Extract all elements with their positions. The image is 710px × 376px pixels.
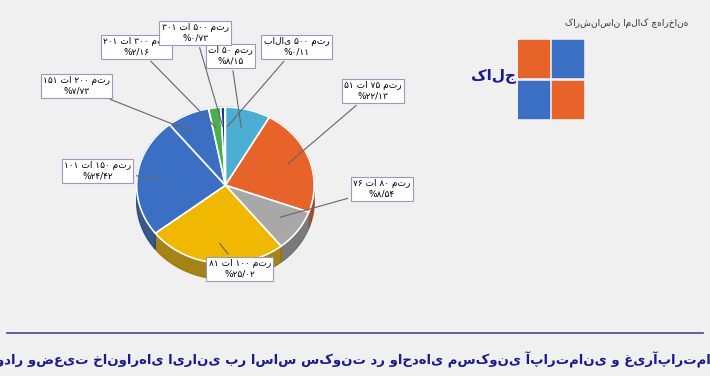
Bar <box>518 81 549 118</box>
Text: ۲۰۱ تا ۳۰۰ متر
%۲/۱۶: ۲۰۱ تا ۳۰۰ متر %۲/۱۶ <box>103 37 216 127</box>
Polygon shape <box>155 233 281 279</box>
Text: تا ۵۰ متر
%۸/۱۵: تا ۵۰ متر %۸/۱۵ <box>208 46 253 128</box>
Polygon shape <box>225 107 269 185</box>
Polygon shape <box>269 117 315 228</box>
Text: بالای ۵۰۰ متر
%۰/۱۱: بالای ۵۰۰ متر %۰/۱۱ <box>227 37 329 127</box>
Polygon shape <box>136 124 170 249</box>
Bar <box>552 40 583 77</box>
Text: ۸۱ تا ۱۰۰ متر
%۲۵/۰۲: ۸۱ تا ۱۰۰ متر %۲۵/۰۲ <box>209 243 271 279</box>
Bar <box>518 40 549 77</box>
Polygon shape <box>221 107 225 185</box>
Text: کالج: کالج <box>471 68 516 83</box>
Text: کارشناسان املاک چهارخانه: کارشناسان املاک چهارخانه <box>565 19 689 28</box>
Polygon shape <box>136 124 225 233</box>
Text: ۵۱ تا ۷۵ متر
%۲۲/۱۳: ۵۱ تا ۷۵ متر %۲۲/۱۳ <box>288 82 402 164</box>
Text: ۱۰۱ تا ۱۵۰ متر
%۲۴/۴۲: ۱۰۱ تا ۱۵۰ متر %۲۴/۴۲ <box>64 161 159 181</box>
Polygon shape <box>225 107 269 133</box>
Polygon shape <box>170 109 209 141</box>
Polygon shape <box>225 117 315 212</box>
Text: نمودار وضعیت خانوارهای ایرانی بر اساس سکونت در واحدهای مسکونی آپارتمانی و غیرآپا: نمودار وضعیت خانوارهای ایرانی بر اساس سک… <box>0 352 710 368</box>
Text: ۳۰۱ تا ۵۰۰ متر
%۰/۷۳: ۳۰۱ تا ۵۰۰ متر %۰/۷۳ <box>162 23 229 126</box>
Polygon shape <box>209 107 221 124</box>
Polygon shape <box>170 109 225 185</box>
Polygon shape <box>221 107 225 123</box>
Polygon shape <box>209 107 225 185</box>
Polygon shape <box>281 212 309 262</box>
Text: ۱۵۱ تا ۲۰۰ متر
%۷/۷۳: ۱۵۱ تا ۲۰۰ متر %۷/۷۳ <box>43 76 196 133</box>
Polygon shape <box>155 185 281 264</box>
Polygon shape <box>225 185 309 246</box>
Text: ۷۶ تا ۸۰ متر
%۸/۵۴: ۷۶ تا ۸۰ متر %۸/۵۴ <box>280 179 410 217</box>
Bar <box>552 81 583 118</box>
